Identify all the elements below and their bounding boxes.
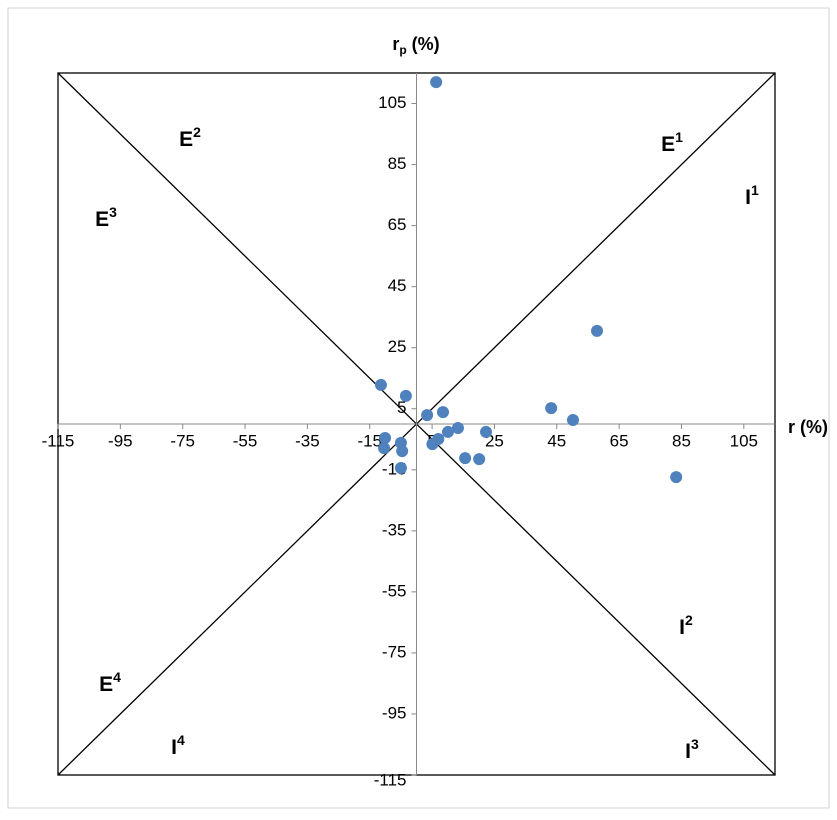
y-tick-label: 85 xyxy=(388,154,407,173)
annotation-text: E xyxy=(99,673,113,696)
annotation-sup: 4 xyxy=(177,732,185,748)
y-tick-label: -75 xyxy=(382,642,407,661)
annotation: E1 xyxy=(661,129,683,156)
annotation-sup: 1 xyxy=(751,182,759,198)
annotation: I4 xyxy=(171,732,185,759)
y-tick-label: -115 xyxy=(374,770,407,789)
x-tick-label: -95 xyxy=(108,431,133,450)
y-axis-title: rp (%) xyxy=(392,34,439,57)
annotation-text: I xyxy=(171,736,177,759)
x-tick-label: 65 xyxy=(610,431,629,450)
annotation: I3 xyxy=(685,736,699,763)
annotation-sup: 3 xyxy=(109,204,117,220)
annotation-sup: 2 xyxy=(685,612,693,628)
y-tick-label: -55 xyxy=(382,581,407,600)
annotation: E4 xyxy=(99,669,121,696)
annotation-text: E xyxy=(95,208,109,231)
point xyxy=(396,445,409,458)
y-tick-label: -35 xyxy=(382,520,407,539)
y-title-sub: p xyxy=(399,43,406,57)
annotation-sup: 3 xyxy=(691,736,699,752)
point xyxy=(421,409,434,422)
point xyxy=(480,425,493,438)
annotation-text: E xyxy=(661,133,675,156)
annotation: E2 xyxy=(179,124,201,151)
y-tick-label: 65 xyxy=(388,215,407,234)
point xyxy=(459,452,472,465)
annotation-text: I xyxy=(745,186,751,209)
annotation: I1 xyxy=(745,182,759,209)
y-tick-label: 105 xyxy=(378,93,406,112)
point xyxy=(451,421,464,434)
point xyxy=(399,389,412,402)
annotation-text: E xyxy=(179,128,193,151)
x-tick-label: -115 xyxy=(42,431,75,450)
point xyxy=(426,438,439,451)
point xyxy=(566,414,579,427)
annotation-text: I xyxy=(685,740,691,763)
y-title-main: r xyxy=(392,34,399,54)
frame xyxy=(7,7,830,809)
point xyxy=(670,471,683,484)
x-tick-label: -35 xyxy=(295,431,320,450)
x-tick-label: 85 xyxy=(672,431,691,450)
annotation-sup: 1 xyxy=(675,129,683,145)
point xyxy=(441,425,454,438)
point xyxy=(545,402,558,415)
y-tick-label: 25 xyxy=(388,337,407,356)
point xyxy=(436,406,449,419)
y-title-rest: (%) xyxy=(407,34,440,54)
point xyxy=(378,442,391,455)
annotation: I2 xyxy=(679,612,693,639)
x-tick-label: 105 xyxy=(730,431,758,450)
annotation-sup: 2 xyxy=(193,124,201,140)
y-tick-label: -95 xyxy=(382,703,407,722)
y-tick-label: 45 xyxy=(388,276,407,295)
point xyxy=(374,378,387,391)
x-tick-label: -55 xyxy=(233,431,258,450)
x-tick-label: -75 xyxy=(170,431,195,450)
point xyxy=(394,461,407,474)
point xyxy=(430,76,443,89)
point xyxy=(473,453,486,466)
point xyxy=(379,432,392,445)
x-axis-title: r (%) xyxy=(788,417,828,437)
annotation-text: I xyxy=(679,616,685,639)
annotation-sup: 4 xyxy=(113,669,121,685)
x-tick-label: 45 xyxy=(547,431,566,450)
point xyxy=(590,324,603,337)
annotation: E3 xyxy=(95,204,117,231)
x-tick-label: -15 xyxy=(357,431,382,450)
y-tick-label: 5 xyxy=(397,398,406,417)
